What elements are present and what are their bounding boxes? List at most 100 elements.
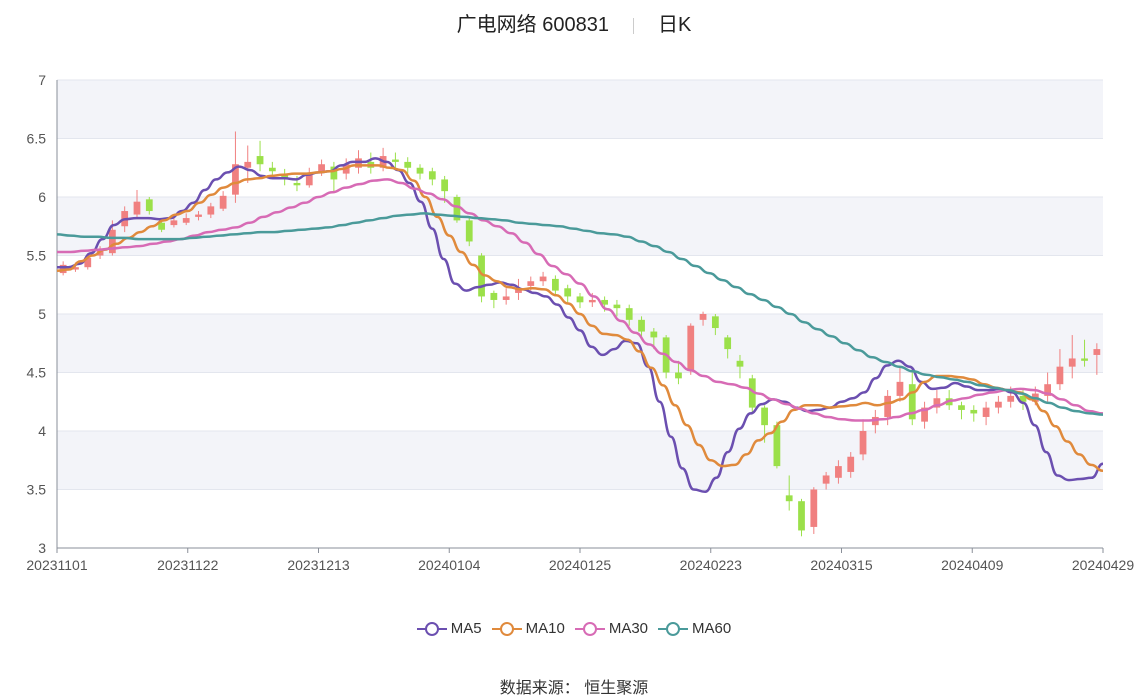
chart-title: 广电网络 600831 [456, 14, 609, 36]
x-tick-label: 20231122 [157, 557, 218, 573]
candle-body [761, 407, 768, 426]
candle-body [699, 314, 707, 320]
x-tick-label: 20240104 [418, 557, 481, 573]
candle-body [84, 257, 92, 268]
candle-body [404, 161, 412, 168]
candle-body [330, 166, 338, 180]
candle-body [576, 296, 584, 303]
candle-body [859, 431, 867, 455]
legend-marker-icon [658, 621, 689, 636]
legend-item-ma10[interactable]: MA10 [491, 620, 565, 637]
chart-header: 广电网络 600831 日K [0, 8, 1148, 40]
x-tick-label: 20240429 [1072, 557, 1135, 573]
candle-body [736, 360, 744, 367]
candle-body [748, 378, 756, 408]
candle-body [207, 206, 215, 215]
candle-body [552, 278, 559, 291]
y-tick-label: 5.5 [27, 248, 47, 264]
candle-body [1068, 358, 1076, 367]
candle-body [527, 281, 535, 286]
period-label: 日K [657, 14, 692, 36]
candlestick-chart: 3 3.5 4 4.5 5 5.5 6 6.5 7 20231101 20231122 202312… [26, 72, 1135, 573]
source-name: 恒生聚源 [584, 680, 649, 697]
candle-body [478, 255, 485, 297]
candle-body [896, 381, 904, 396]
candle-body [268, 167, 276, 172]
candle-body [958, 405, 965, 410]
title-separator [632, 17, 634, 34]
y-tick-label: 3 [38, 540, 46, 556]
candle-body [108, 229, 116, 254]
legend-label: MA5 [450, 620, 482, 637]
x-tick-label: 20231101 [26, 557, 87, 573]
candle-body [638, 319, 645, 332]
legend-label: MA10 [525, 620, 565, 637]
candle-body [773, 425, 781, 467]
candle-body [145, 199, 153, 212]
candle-body [502, 296, 510, 300]
legend-item-ma60[interactable]: MA60 [658, 620, 731, 637]
source-label: 数据来源： [499, 680, 580, 697]
grid-band [57, 197, 1103, 256]
candle-body [195, 214, 202, 217]
y-tick-label: 7 [38, 72, 46, 88]
candle-body [1081, 358, 1088, 361]
candle-body [232, 164, 239, 195]
legend-marker-icon [574, 621, 605, 636]
legend-label: MA30 [608, 620, 649, 637]
grid-band [57, 314, 1103, 373]
ma-line-ma10 [56, 164, 1104, 473]
candle-body [428, 171, 436, 180]
candle-body [182, 218, 190, 223]
candle-body [281, 173, 289, 180]
candle-body [650, 331, 658, 338]
candle-body [170, 220, 178, 226]
candle-body [724, 337, 732, 350]
candle-body [1007, 395, 1015, 402]
candle-body [465, 220, 473, 242]
candle-body [293, 182, 301, 186]
candle-body [416, 167, 424, 174]
candle-body [588, 299, 596, 303]
candle-body [995, 401, 1002, 408]
y-tick-label: 4 [38, 423, 46, 439]
grid-band [57, 80, 1103, 139]
candle-body [884, 395, 892, 417]
candle-body [613, 304, 621, 309]
candle-body [392, 159, 399, 162]
candle-body [564, 288, 572, 297]
ma-line-ma5 [57, 157, 1104, 494]
grid-band [57, 431, 1103, 490]
legend-marker-icon [416, 621, 447, 636]
candle-body [318, 164, 325, 172]
candle-body [711, 316, 719, 329]
candle-body [515, 288, 522, 293]
moving-average-lines [56, 157, 1104, 494]
candle-body [256, 156, 264, 165]
candle-body [933, 398, 941, 408]
candle-body [798, 501, 805, 531]
y-axis: 3 3.5 4 4.5 5 5.5 6 6.5 7 [27, 72, 58, 556]
candle-body [72, 267, 79, 270]
y-tick-label: 6.5 [27, 131, 47, 147]
x-tick-label: 20240223 [680, 557, 743, 573]
ma-line-ma60 [56, 212, 1104, 416]
candle-body [822, 475, 830, 484]
candle-body [921, 407, 928, 422]
candle-body [158, 222, 165, 230]
candle-body [785, 495, 793, 502]
y-tick-label: 4.5 [27, 365, 47, 381]
candle-body [982, 407, 990, 417]
legend-item-ma5[interactable]: MA5 [416, 620, 482, 637]
candle-body [601, 299, 608, 305]
legend-item-ma30[interactable]: MA30 [574, 620, 649, 637]
legend-label: MA60 [692, 620, 732, 637]
candle-body [441, 179, 449, 192]
y-tick-label: 3.5 [27, 482, 47, 498]
ma-line-ma30 [57, 178, 1104, 422]
candle-body [1056, 366, 1064, 385]
candle-body [970, 409, 978, 414]
candle-body [490, 292, 498, 300]
candle-body [1093, 349, 1101, 355]
legend: MA5 MA10 MA30 MA60 [0, 620, 1148, 641]
